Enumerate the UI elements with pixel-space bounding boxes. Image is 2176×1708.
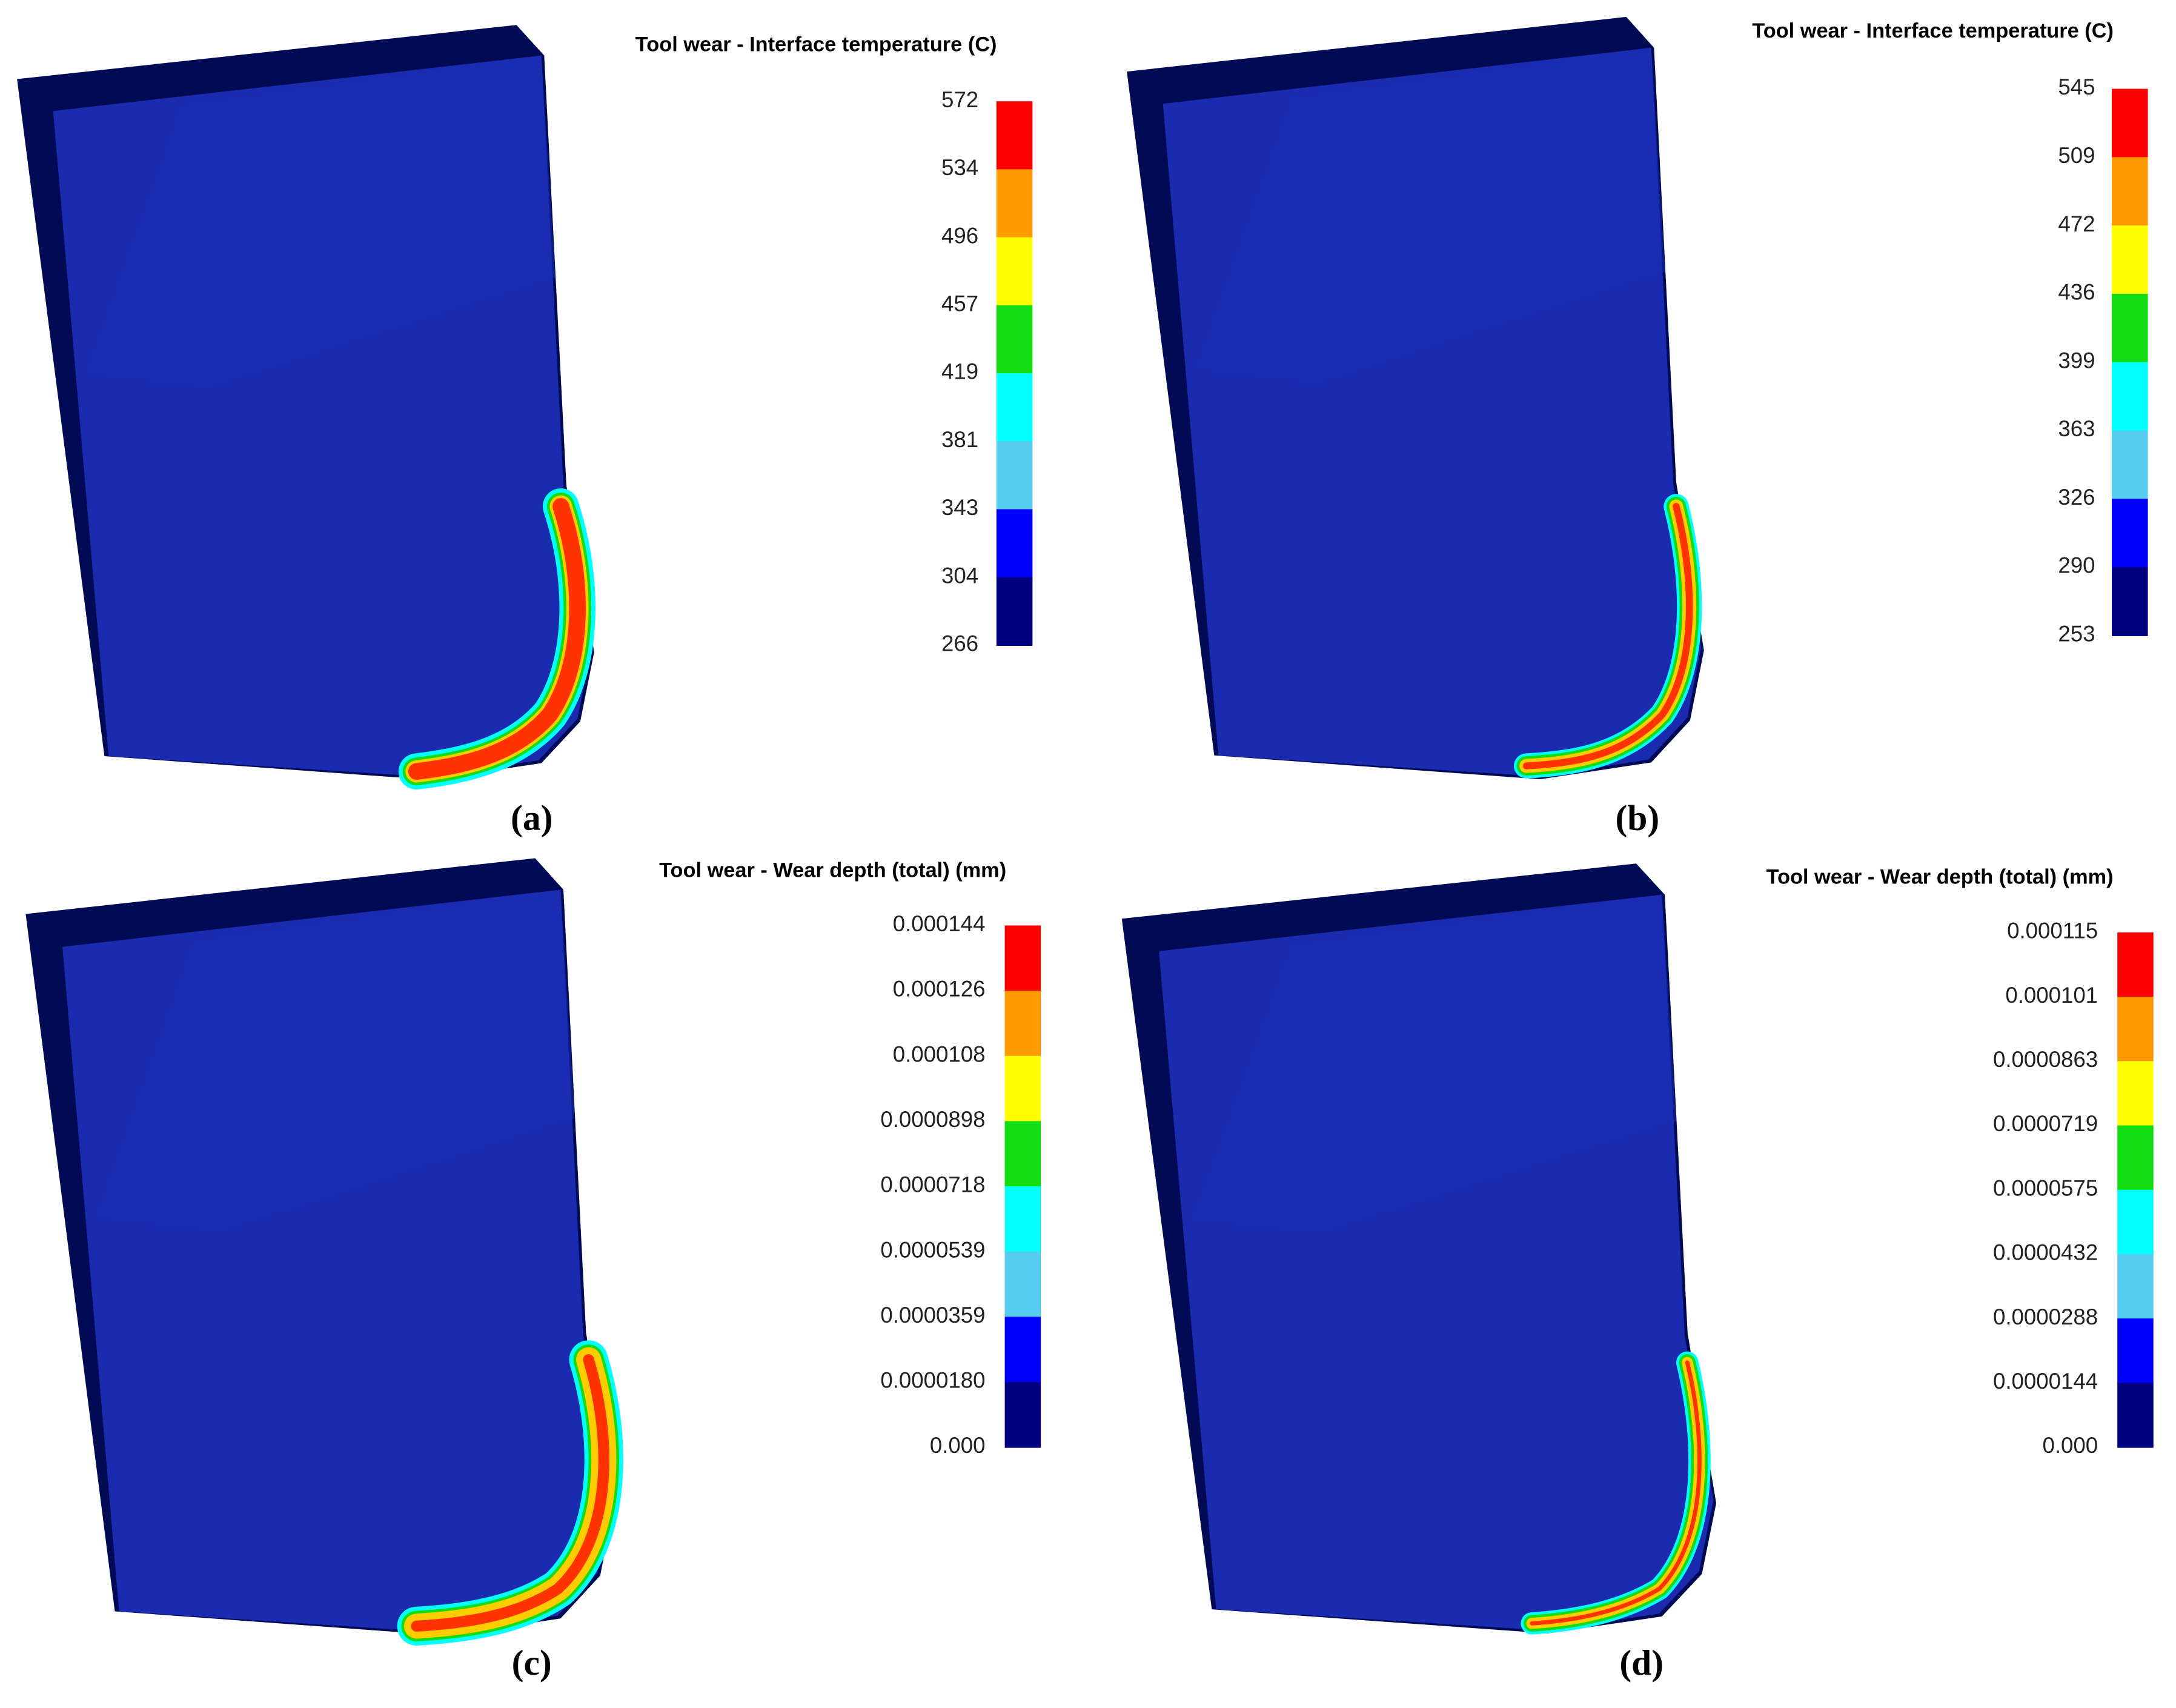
- panel: Tool wear - Interface temperature (C) 572…: [17, 25, 1033, 837]
- colorbar-band: [996, 577, 1033, 646]
- colorbar-label: 0.000: [2042, 1433, 2098, 1458]
- colorbar-band: [2112, 157, 2148, 227]
- colorbar-label: 290: [2058, 553, 2095, 578]
- colorbar-label: 0.000126: [893, 977, 986, 1002]
- panel: Tool wear - Wear depth (total) (mm) 0.000…: [25, 858, 1041, 1683]
- colorbar-band: [2112, 225, 2148, 295]
- colorbar-band: [1004, 925, 1041, 992]
- colorbar-label: 0.0000288: [1993, 1304, 2098, 1329]
- colorbar-label: 0.0000863: [1993, 1047, 2098, 1072]
- colorbar-label: 0.0000575: [1993, 1175, 2098, 1200]
- panel: Tool wear - Wear depth (total) (mm) 0.000…: [1121, 863, 2154, 1683]
- colorbar-band: [1004, 1055, 1041, 1122]
- colorbar-band: [996, 373, 1033, 442]
- colorbar-title: Tool wear - Interface temperature (C): [635, 33, 997, 56]
- colorbar-label: 0.0000144: [1993, 1369, 2098, 1394]
- wear-zone: [1522, 503, 1693, 769]
- tool-model: [17, 25, 594, 780]
- colorbar-label: 266: [941, 631, 978, 656]
- panel-caption: (a): [511, 797, 552, 837]
- colorbar-band: [2112, 567, 2148, 636]
- colorbar-label: 363: [2058, 416, 2095, 441]
- panel-caption: (c): [512, 1643, 552, 1683]
- colorbar-band: [996, 305, 1033, 374]
- colorbar-band: [996, 101, 1033, 170]
- colorbar-band: [2117, 1189, 2154, 1255]
- colorbar-label: 0.0000432: [1993, 1240, 2098, 1265]
- colorbar-label: 0.000: [930, 1433, 986, 1458]
- colorbar-label: 534: [941, 155, 978, 180]
- colorbar-label: 0.000115: [2007, 919, 2098, 943]
- colorbar-label: 0.0000359: [880, 1303, 985, 1328]
- colorbar-band: [1004, 1121, 1041, 1188]
- colorbar-band: [1004, 1317, 1041, 1383]
- colorbar-label: 343: [941, 495, 978, 520]
- wear-zone: [411, 1354, 609, 1632]
- colorbar-label: 545: [2058, 75, 2095, 99]
- colorbar-band: [1004, 1186, 1041, 1252]
- tool-model: [25, 858, 615, 1636]
- panel-caption: (b): [1615, 797, 1659, 837]
- tool-model: [1121, 863, 1717, 1633]
- colorbar-band: [996, 441, 1033, 510]
- colorbar-label: 472: [2058, 211, 2095, 236]
- colorbar-band: [1004, 1381, 1041, 1448]
- colorbar-band: [2112, 499, 2148, 568]
- wear-zone: [1530, 1360, 1702, 1626]
- colorbar-band: [2117, 932, 2154, 998]
- colorbar-band: [996, 237, 1033, 306]
- colorbar-band: [2112, 293, 2148, 363]
- colorbar-label: 0.0000180: [880, 1368, 985, 1393]
- colorbar-label: 381: [941, 427, 978, 452]
- colorbar-label: 0.000108: [893, 1042, 986, 1066]
- colorbar-label: 419: [941, 359, 978, 384]
- colorbar-title: Tool wear - Wear depth (total) (mm): [1766, 866, 2114, 889]
- colorbar-label: 0.0000719: [1993, 1111, 2098, 1136]
- colorbar-label: 253: [2058, 621, 2095, 646]
- colorbar-band: [1004, 1251, 1041, 1318]
- colorbar-band: [2112, 88, 2148, 158]
- colorbar-band: [2112, 362, 2148, 431]
- colorbar-label: 399: [2058, 348, 2095, 373]
- colorbar-label: 496: [941, 223, 978, 248]
- colorbar-label: 436: [2058, 280, 2095, 305]
- colorbar-band: [2112, 430, 2148, 500]
- colorbar-label: 0.000101: [2005, 983, 2098, 1008]
- panel-caption: (d): [1619, 1643, 1664, 1683]
- colorbar-band: [2117, 1061, 2154, 1126]
- colorbar-band: [1004, 991, 1041, 1057]
- colorbar-title: Tool wear - Interface temperature (C): [1752, 19, 2114, 42]
- colorbar-label: 509: [2058, 143, 2095, 168]
- colorbar-band: [996, 509, 1033, 578]
- colorbar-band: [2117, 1318, 2154, 1384]
- tool-model: [1127, 16, 1704, 780]
- panel: Tool wear - Interface temperature (C) 545…: [1127, 16, 2148, 837]
- colorbar-label: 572: [941, 87, 978, 112]
- wear-zone: [408, 498, 586, 780]
- colorbar-band: [996, 169, 1033, 238]
- colorbar-title: Tool wear - Wear depth (total) (mm): [659, 859, 1006, 882]
- colorbar-label: 457: [941, 291, 978, 316]
- colorbar-label: 304: [941, 563, 978, 588]
- colorbar-band: [2117, 997, 2154, 1062]
- colorbar-band: [2117, 1125, 2154, 1191]
- colorbar-band: [2117, 1383, 2154, 1448]
- colorbar-label: 0.0000898: [880, 1107, 985, 1132]
- colorbar-label: 326: [2058, 485, 2095, 510]
- colorbar-label: 0.0000539: [880, 1237, 985, 1262]
- colorbar-band: [2117, 1254, 2154, 1320]
- colorbar-label: 0.0000718: [880, 1172, 985, 1197]
- colorbar-label: 0.000144: [893, 911, 986, 936]
